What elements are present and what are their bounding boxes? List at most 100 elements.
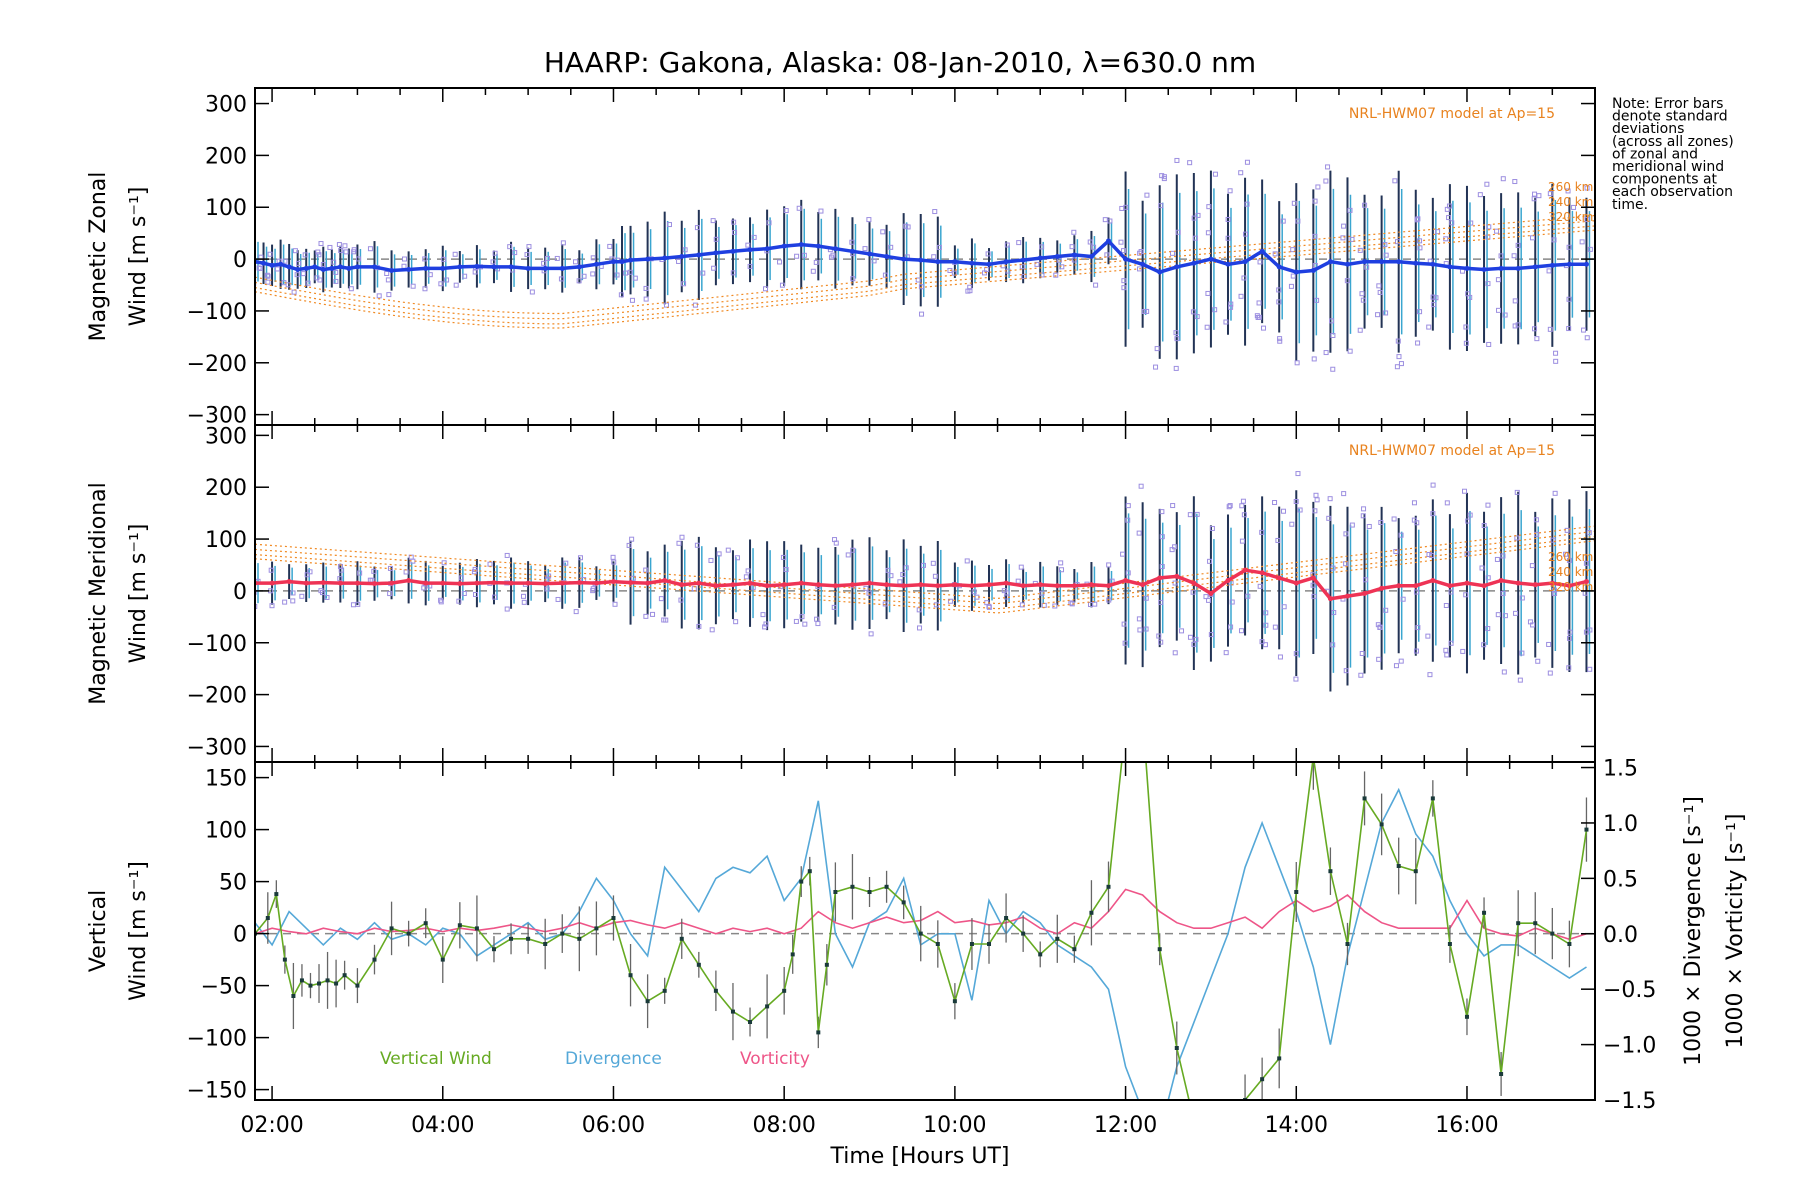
scatter-point — [1519, 650, 1525, 656]
scatter-point — [751, 234, 757, 240]
vertical-wind-point — [935, 942, 940, 946]
vertical-wind-point — [1464, 1014, 1469, 1019]
y2-label-vorticity: 1000 × Vorticity [s⁻¹] — [1723, 814, 1748, 1049]
scatter-point — [710, 218, 716, 224]
mean-wind-point — [1174, 264, 1180, 270]
vertical-wind-point — [1124, 724, 1128, 728]
scatter-point — [632, 275, 638, 281]
model-curve — [255, 525, 1595, 600]
vertical-wind-point — [611, 916, 616, 920]
mean-wind-point — [542, 265, 548, 271]
scatter-point — [1376, 656, 1382, 662]
scatter-point — [324, 594, 330, 600]
scatter-point — [1172, 544, 1178, 550]
scatter-point — [1393, 548, 1399, 554]
scatter-point — [1207, 558, 1213, 564]
mean-wind-point — [918, 582, 924, 588]
vertical-wind-point — [1072, 947, 1077, 952]
scatter-point — [1262, 642, 1268, 648]
scatter-point — [845, 552, 851, 558]
scatter-point — [1500, 553, 1506, 559]
scatter-point — [1190, 589, 1196, 595]
scatter-point — [1238, 170, 1244, 176]
scatter-point — [1158, 203, 1164, 209]
vertical-wind-point — [645, 999, 650, 1004]
model-curve — [255, 214, 1595, 315]
mean-wind-point — [1430, 578, 1436, 584]
scatter-point — [919, 311, 925, 317]
scatter-point — [1331, 610, 1337, 616]
scatter-point — [692, 302, 698, 308]
scatter-point — [1259, 529, 1265, 535]
scatter-point — [1125, 570, 1131, 576]
scatter-point — [1394, 239, 1400, 245]
scatter-point — [1360, 513, 1366, 519]
scatter-point — [732, 229, 738, 235]
mean-wind-point — [713, 250, 719, 256]
scatter-point — [814, 616, 820, 622]
y2-tick-label: 1.0 — [1603, 812, 1638, 837]
scatter-point — [333, 278, 339, 284]
scatter-point — [1289, 521, 1295, 527]
scatter-point — [1349, 522, 1355, 528]
mean-wind-point — [389, 267, 395, 273]
model-label: NRL-HWM07 model at Ap=15 — [1349, 443, 1555, 459]
scatter-point — [462, 273, 468, 279]
scatter-point — [763, 286, 769, 292]
scatter-point — [1312, 508, 1318, 514]
scatter-point — [1357, 247, 1363, 253]
vertical-wind-point — [1533, 921, 1538, 926]
scatter-point — [900, 571, 906, 577]
mean-wind-point — [1344, 261, 1350, 267]
scatter-point — [1343, 668, 1349, 674]
scatter-point — [1071, 229, 1077, 235]
y-tick-label: 100 — [205, 819, 247, 844]
x-tick-label: 02:00 — [240, 1113, 303, 1138]
mean-wind-point — [1071, 252, 1077, 258]
mean-wind-point — [986, 582, 992, 588]
mean-wind-point — [559, 580, 565, 586]
y-axis-label: Wind [m s⁻¹] — [126, 861, 151, 1001]
vertical-wind-point — [1294, 890, 1299, 894]
scatter-point — [1479, 565, 1485, 571]
scatter-point — [1398, 361, 1404, 367]
x-tick-label: 12:00 — [1094, 1113, 1157, 1138]
scatter-point — [607, 243, 613, 249]
scatter-point — [696, 623, 702, 629]
scatter-point — [1383, 607, 1389, 613]
scatter-point — [1323, 178, 1329, 184]
scatter-point — [1377, 624, 1383, 630]
mean-wind-point — [1413, 583, 1419, 589]
scatter-point — [304, 572, 310, 578]
scatter-point — [1426, 324, 1432, 330]
scatter-point — [1468, 220, 1474, 226]
mean-wind-point — [1310, 267, 1316, 273]
model-altitude-label: 240 km — [1548, 565, 1593, 579]
vertical-wind-point — [799, 879, 804, 884]
scatter-point — [320, 590, 326, 596]
scatter-point — [1288, 283, 1294, 289]
y-tick-label: −300 — [187, 404, 247, 429]
mean-wind-point — [286, 264, 292, 270]
scatter-point — [1195, 212, 1201, 218]
scatter-point — [410, 283, 416, 289]
vertical-wind-point — [1567, 942, 1572, 946]
mean-wind-point — [491, 580, 497, 586]
scatter-point — [1280, 218, 1286, 224]
vertical-wind-point — [696, 962, 701, 967]
scatter-point — [1531, 196, 1537, 202]
scatter-point — [882, 272, 888, 278]
mean-wind-point — [1208, 256, 1214, 262]
scatter-point — [1444, 206, 1450, 212]
mean-wind-point — [747, 247, 753, 253]
mean-wind-point — [696, 252, 702, 258]
scatter-point — [1119, 205, 1125, 211]
scatter-point — [1341, 491, 1347, 497]
scatter-point — [1546, 268, 1552, 274]
scatter-point — [1563, 551, 1569, 557]
vertical-wind-point — [457, 923, 462, 928]
scatter-point — [555, 596, 561, 602]
scatter-point — [1141, 308, 1147, 314]
scatter-point — [1383, 310, 1389, 316]
scatter-point — [1376, 283, 1382, 289]
